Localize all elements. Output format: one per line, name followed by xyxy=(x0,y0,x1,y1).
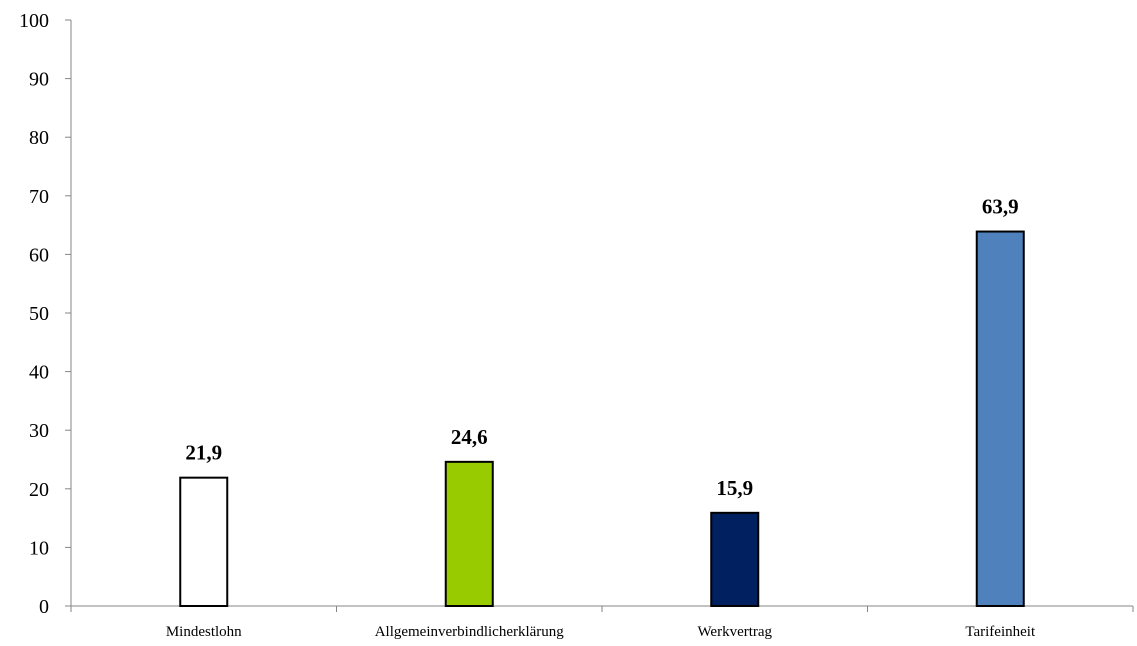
y-tick-label: 70 xyxy=(29,186,49,208)
x-category-label: Werkvertrag xyxy=(697,624,772,640)
x-axis: Mindestlohn Allgemeinverbindlicherklärung… xyxy=(70,605,1134,640)
y-tick-label: 50 xyxy=(29,303,49,325)
bar-tarifeinheit xyxy=(975,230,1025,608)
bar-mindestlohn xyxy=(179,476,229,607)
y-tick-label: 20 xyxy=(29,479,49,501)
data-label: 24,6 xyxy=(451,425,488,449)
y-tick-label: 10 xyxy=(29,537,49,559)
y-tick-label: 100 xyxy=(19,10,49,32)
y-tick-label: 0 xyxy=(39,596,49,618)
bar-allgemeinverbindlicherklärung xyxy=(444,460,494,607)
x-category-label: Mindestlohn xyxy=(166,624,242,640)
data-labels: 21,9 24,6 15,9 63,9 xyxy=(185,195,1018,500)
data-label: 15,9 xyxy=(716,476,753,500)
bar-werkvertrag xyxy=(710,511,760,607)
bars xyxy=(179,230,1025,608)
y-axis: 0 10 20 30 40 50 60 70 80 90 100 xyxy=(19,10,72,618)
data-label: 63,9 xyxy=(982,195,1019,219)
y-tick-label: 60 xyxy=(29,244,49,266)
y-tick-label: 30 xyxy=(29,420,49,442)
data-label: 21,9 xyxy=(185,441,222,465)
x-category-label: Allgemeinverbindlicherklärung xyxy=(375,624,565,640)
y-tick-label: 90 xyxy=(29,69,49,91)
y-tick-label: 80 xyxy=(29,127,49,149)
y-tick-label: 40 xyxy=(29,362,49,384)
x-category-label: Tarifeinheit xyxy=(965,624,1036,640)
